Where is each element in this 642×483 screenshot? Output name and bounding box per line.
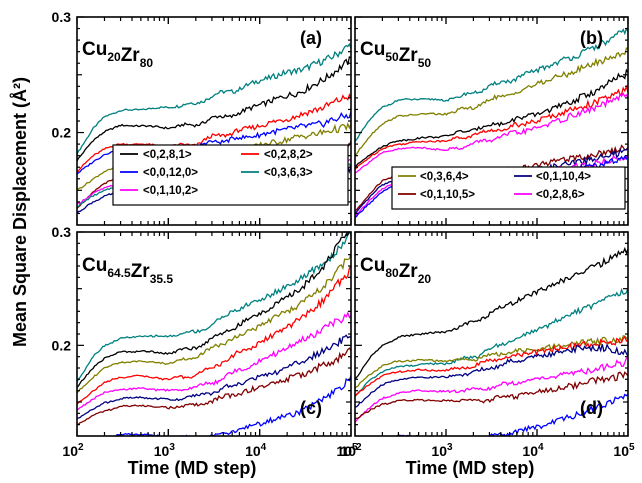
series-line <box>355 246 628 380</box>
series-line <box>355 357 628 423</box>
x-tick-label: 104 <box>522 442 544 459</box>
series-line <box>355 84 628 170</box>
series-line <box>77 232 350 388</box>
panel-letter: (c) <box>300 398 322 418</box>
panel-d: 102 103 104 105 Cu80Zr20 (d) <box>340 231 635 459</box>
legend-entry: <0,0,12,0> <box>143 167 198 179</box>
series-line <box>77 334 351 420</box>
series-line <box>355 27 628 142</box>
y-tick-label: 0.3 <box>52 224 72 240</box>
panel-letter: (d) <box>580 398 603 418</box>
series-line <box>77 265 351 405</box>
panel-letter: (b) <box>580 28 603 48</box>
composition-label: Cu64.5Zr35.5 <box>82 255 173 286</box>
composition-label: Cu20Zr80 <box>82 39 153 70</box>
panel-c: 0.2 0.3 102 103 104 105 Cu64.5Zr35.5 (c) <box>52 224 358 459</box>
curves <box>77 232 351 436</box>
series-line <box>355 335 628 397</box>
legend-entry: <0,2,8,1> <box>143 149 192 161</box>
x-tick-label: 103 <box>431 442 453 459</box>
x-tick-label: 102 <box>340 442 362 459</box>
x-tick-label: 103 <box>154 442 176 459</box>
composition-label: Cu50Zr50 <box>360 39 431 70</box>
x-axis-label-right: Time (MD step) <box>406 458 535 478</box>
legend-entry: <0,2,8,6> <box>536 189 585 201</box>
series-line <box>77 347 351 426</box>
legend-entry: <0,3,6,4> <box>420 171 469 183</box>
legend-entry: <0,1,10,4> <box>536 171 591 183</box>
y-axis-label: Mean Square Displacement (Å²) <box>10 77 30 347</box>
legend-entry: <0,1,10,2> <box>143 185 198 197</box>
series-line <box>77 253 351 394</box>
y-tick-label: 0.2 <box>52 337 72 353</box>
legend-entry: <0,1,10,5> <box>420 189 475 201</box>
series-line <box>77 311 351 411</box>
panel-a: 0.2 0.3 Cu20Zr80 (a) <0,2,8,1> <0,2,8,2> <0,0,… <box>52 9 352 226</box>
legend-entry: <0,3,6,3> <box>264 167 313 179</box>
legend: <0,3,6,4> <0,1,10,4> <0,1,10,5> <0,2,8,6> <box>391 166 626 210</box>
series-line <box>113 375 351 436</box>
series-line <box>77 56 351 162</box>
composition-label: Cu80Zr20 <box>360 255 431 286</box>
panels-group: 0.2 0.3 Cu20Zr80 (a) <0,2,8,1> <0,2,8,2> <0,0,… <box>52 9 635 459</box>
series-line <box>355 343 628 408</box>
series-line <box>355 371 628 420</box>
series-line <box>77 42 351 155</box>
legend: <0,2,8,1> <0,2,8,2> <0,0,12,0> <0,3,6,3> <0,… <box>112 144 349 206</box>
legend-entry: <0,2,8,2> <box>264 149 313 161</box>
series-line <box>77 92 351 173</box>
series-line <box>355 335 628 389</box>
x-tick-label: 102 <box>62 442 84 459</box>
series-line <box>355 47 628 157</box>
series-line <box>355 92 628 174</box>
series-line <box>355 287 628 397</box>
x-tick-label: 105 <box>613 442 635 459</box>
panel-letter: (a) <box>300 28 322 48</box>
panel-b: Cu50Zr50 (b) <0,3,6,4> <0,1,10,4> <0,1,10,5>… <box>354 16 629 226</box>
y-tick-label: 0.3 <box>52 9 72 25</box>
x-tick-label: 105 <box>336 442 358 459</box>
x-tick-label: 104 <box>245 442 267 459</box>
series-line <box>355 68 628 168</box>
series-line <box>77 232 351 383</box>
x-axis-label-left: Time (MD step) <box>128 458 257 478</box>
curves <box>355 246 628 436</box>
y-tick-label: 0.2 <box>52 125 72 141</box>
